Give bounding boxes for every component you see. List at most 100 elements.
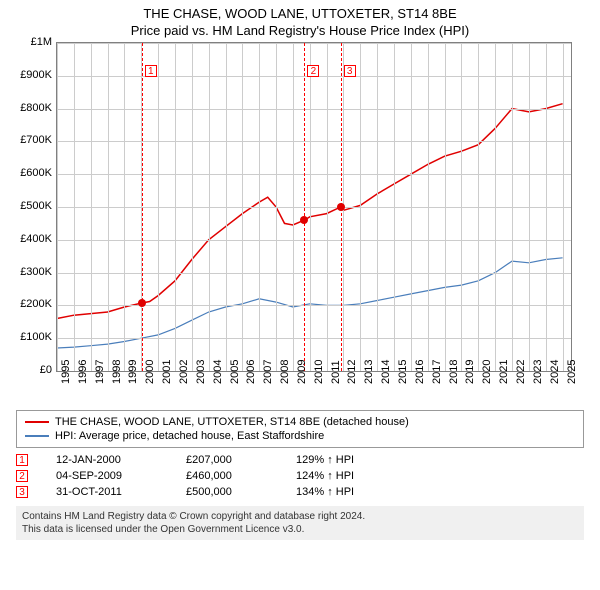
gridline-v (411, 43, 412, 371)
x-axis-label: 2006 (245, 360, 257, 384)
y-axis-label: £800K (20, 102, 52, 114)
event-marker (300, 216, 308, 224)
gridline-v (529, 43, 530, 371)
gridline-v (276, 43, 277, 371)
gridline-h (57, 207, 571, 208)
x-axis-label: 2007 (262, 360, 274, 384)
event-row: 2 04-SEP-2009£460,000124% ↑ HPI (16, 468, 584, 484)
event-marker (138, 299, 146, 307)
y-axis-label: £300K (20, 266, 52, 278)
x-axis-label: 2024 (549, 360, 561, 384)
x-axis-label: 2016 (414, 360, 426, 384)
gridline-v (563, 43, 564, 371)
x-axis-label: 1998 (111, 360, 123, 384)
legend: THE CHASE, WOOD LANE, UTTOXETER, ST14 8B… (16, 410, 584, 448)
event-number-box: 3 (344, 65, 356, 77)
event-row-pct: 124% ↑ HPI (296, 470, 416, 482)
gridline-v (108, 43, 109, 371)
event-row-num: 2 (16, 470, 28, 482)
event-vline (304, 43, 305, 371)
y-axis-label: £900K (20, 69, 52, 81)
x-axis-label: 2021 (498, 360, 510, 384)
event-row-pct: 129% ↑ HPI (296, 454, 416, 466)
event-vline (142, 43, 143, 371)
event-number-box: 1 (145, 65, 157, 77)
legend-label: HPI: Average price, detached house, East… (55, 430, 324, 442)
gridline-v (495, 43, 496, 371)
x-axis-label: 1997 (94, 360, 106, 384)
x-axis-label: 2002 (178, 360, 190, 384)
event-row-num: 3 (16, 486, 28, 498)
x-axis-label: 2022 (515, 360, 527, 384)
y-axis-label: £700K (20, 134, 52, 146)
gridline-v (327, 43, 328, 371)
page-subtitle: Price paid vs. HM Land Registry's House … (0, 21, 600, 42)
event-row-date: 31-OCT-2011 (56, 486, 186, 498)
event-row: 3 31-OCT-2011£500,000134% ↑ HPI (16, 484, 584, 500)
event-row-date: 12-JAN-2000 (56, 454, 186, 466)
y-axis-label: £1M (31, 36, 52, 48)
y-axis-label: £0 (40, 364, 52, 376)
event-row: 1 12-JAN-2000£207,000129% ↑ HPI (16, 452, 584, 468)
y-axis-label: £400K (20, 233, 52, 245)
gridline-h (57, 141, 571, 142)
chart-area: 123 £0£100K£200K£300K£400K£500K£600K£700… (12, 42, 572, 402)
x-axis-label: 2020 (481, 360, 493, 384)
event-marker (337, 203, 345, 211)
legend-item: HPI: Average price, detached house, East… (25, 429, 575, 443)
y-axis-label: £500K (20, 200, 52, 212)
chart-container: THE CHASE, WOOD LANE, UTTOXETER, ST14 8B… (0, 0, 600, 590)
x-axis-label: 2010 (313, 360, 325, 384)
gridline-v (158, 43, 159, 371)
plot-area: 1 2 3 (56, 42, 572, 372)
x-axis-label: 2018 (448, 360, 460, 384)
legend-swatch (25, 421, 49, 423)
event-row-price: £460,000 (186, 470, 296, 482)
x-axis-label: 2013 (363, 360, 375, 384)
gridline-h (57, 43, 571, 44)
gridline-h (57, 240, 571, 241)
gridline-v (57, 43, 58, 371)
legend-item: THE CHASE, WOOD LANE, UTTOXETER, ST14 8B… (25, 415, 575, 429)
x-axis-label: 2025 (566, 360, 578, 384)
gridline-h (57, 273, 571, 274)
x-axis-label: 2015 (397, 360, 409, 384)
footer-line1: Contains HM Land Registry data © Crown c… (22, 510, 578, 523)
x-axis-label: 2008 (279, 360, 291, 384)
gridline-v (461, 43, 462, 371)
gridline-h (57, 109, 571, 110)
footer-line2: This data is licensed under the Open Gov… (22, 523, 578, 536)
gridline-v (259, 43, 260, 371)
x-axis-label: 2019 (464, 360, 476, 384)
gridline-h (57, 338, 571, 339)
gridline-v (209, 43, 210, 371)
gridline-v (546, 43, 547, 371)
gridline-v (124, 43, 125, 371)
event-row-price: £207,000 (186, 454, 296, 466)
event-row-price: £500,000 (186, 486, 296, 498)
x-axis-label: 2004 (212, 360, 224, 384)
x-axis-label: 1999 (127, 360, 139, 384)
footer-attribution: Contains HM Land Registry data © Crown c… (16, 506, 584, 540)
event-row-num: 1 (16, 454, 28, 466)
legend-label: THE CHASE, WOOD LANE, UTTOXETER, ST14 8B… (55, 416, 409, 428)
y-axis-label: £200K (20, 298, 52, 310)
x-axis-label: 1995 (60, 360, 72, 384)
event-row-pct: 134% ↑ HPI (296, 486, 416, 498)
gridline-v (226, 43, 227, 371)
event-row-date: 04-SEP-2009 (56, 470, 186, 482)
gridline-v (512, 43, 513, 371)
x-axis-label: 2011 (330, 360, 342, 384)
events-table: 1 12-JAN-2000£207,000129% ↑ HPI 2 04-SEP-20… (16, 452, 584, 500)
gridline-v (310, 43, 311, 371)
gridline-v (377, 43, 378, 371)
x-axis-label: 2017 (431, 360, 443, 384)
event-number-box: 2 (307, 65, 319, 77)
x-axis-label: 2003 (195, 360, 207, 384)
gridline-v (175, 43, 176, 371)
y-axis-label: £600K (20, 167, 52, 179)
gridline-v (360, 43, 361, 371)
gridline-h (57, 174, 571, 175)
x-axis-label: 2009 (296, 360, 308, 384)
page-title: THE CHASE, WOOD LANE, UTTOXETER, ST14 8B… (0, 0, 600, 21)
